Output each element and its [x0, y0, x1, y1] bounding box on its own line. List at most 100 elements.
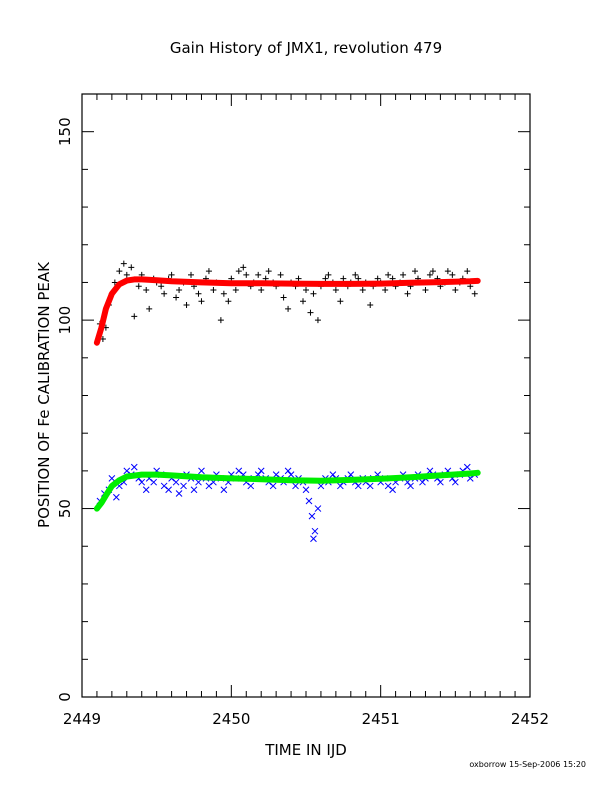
plot-frame — [81, 93, 531, 698]
data-point — [426, 467, 434, 475]
data-point — [422, 286, 429, 293]
data-point — [240, 264, 247, 271]
data-point — [366, 482, 374, 490]
data-point — [287, 471, 295, 478]
data-point — [337, 298, 344, 305]
data-point — [308, 512, 316, 520]
data-point — [451, 478, 459, 486]
data-point — [277, 271, 284, 278]
series-3 — [93, 469, 481, 512]
data-point — [108, 475, 116, 482]
series-0 — [96, 260, 478, 342]
data-point — [168, 271, 175, 278]
data-point — [175, 490, 183, 497]
data-point — [232, 286, 239, 293]
data-point — [217, 317, 224, 324]
data-point — [340, 275, 347, 282]
data-point — [205, 482, 213, 490]
data-point — [385, 271, 392, 278]
data-point — [302, 486, 310, 494]
data-point — [307, 309, 314, 316]
data-point — [255, 271, 262, 278]
data-point — [303, 286, 309, 293]
data-point — [332, 286, 339, 293]
data-point — [235, 268, 242, 275]
data-point — [111, 279, 118, 286]
fit-curve-3 — [93, 469, 481, 512]
y-tick-label: 0 — [56, 692, 74, 702]
data-point — [354, 482, 362, 490]
data-point — [198, 467, 205, 475]
data-point — [412, 268, 419, 275]
data-point — [195, 290, 202, 297]
data-point — [265, 268, 272, 275]
y-tick-label: 100 — [56, 306, 74, 335]
y-axis-label: POSITION OF Fe CALIBRATION PEAK — [35, 261, 53, 528]
data-point — [429, 268, 436, 275]
data-point — [389, 486, 396, 494]
data-point — [295, 275, 302, 282]
data-point — [225, 298, 232, 305]
series-1 — [93, 276, 481, 346]
data-point — [367, 302, 374, 309]
data-point — [160, 482, 168, 490]
data-point — [359, 286, 366, 293]
data-point — [158, 283, 165, 290]
data-point — [463, 463, 471, 471]
data-point — [220, 290, 227, 297]
data-point — [419, 478, 426, 486]
data-point — [131, 313, 138, 320]
data-point — [176, 286, 183, 293]
data-point — [198, 298, 205, 305]
data-point — [426, 271, 433, 278]
x-axis-label: TIME IN IJD — [264, 741, 347, 759]
data-point — [165, 486, 172, 494]
data-point — [400, 271, 407, 278]
x-tick-label: 2449 — [63, 710, 101, 728]
data-point — [128, 264, 135, 271]
data-point — [150, 478, 158, 486]
data-point — [384, 482, 392, 490]
data-point — [180, 482, 187, 490]
data-point — [220, 486, 228, 494]
data-point — [347, 471, 355, 478]
data-point — [444, 268, 451, 275]
data-point — [464, 268, 471, 275]
y-tick-label: 150 — [56, 117, 74, 146]
data-point — [329, 471, 337, 478]
data-point — [314, 505, 322, 512]
data-point — [138, 478, 146, 486]
data-point — [336, 482, 344, 490]
data-point — [172, 478, 180, 486]
y-tick-label: 50 — [56, 499, 74, 518]
data-point — [146, 305, 153, 312]
data-point — [247, 482, 255, 490]
data-point — [355, 275, 362, 282]
data-point — [272, 471, 280, 478]
data-point — [130, 463, 138, 471]
data-point — [407, 482, 414, 490]
data-point — [123, 271, 130, 278]
data-point — [352, 271, 359, 278]
data-point — [135, 283, 142, 290]
data-point — [452, 286, 459, 293]
data-point — [285, 305, 292, 312]
data-point — [123, 467, 131, 475]
plot-area — [93, 260, 481, 543]
fit-curve-1 — [93, 276, 481, 346]
chart-title: Gain History of JMX1, revolution 479 — [170, 39, 442, 57]
data-point — [292, 482, 299, 490]
axes: 2449 2450 2451 2452 0 50 100 150 — [56, 93, 549, 728]
data-point — [183, 302, 190, 309]
data-point — [300, 298, 307, 305]
x-tick-label: 2451 — [362, 710, 400, 728]
footer-credit: oxborrow 15-Sep-2006 15:20 — [469, 760, 586, 769]
data-point — [112, 493, 120, 501]
data-point — [322, 275, 329, 282]
data-point — [120, 260, 127, 267]
data-point — [310, 290, 317, 297]
data-point — [310, 535, 317, 543]
data-point — [325, 271, 332, 278]
data-point — [188, 271, 195, 278]
data-point — [269, 482, 277, 490]
